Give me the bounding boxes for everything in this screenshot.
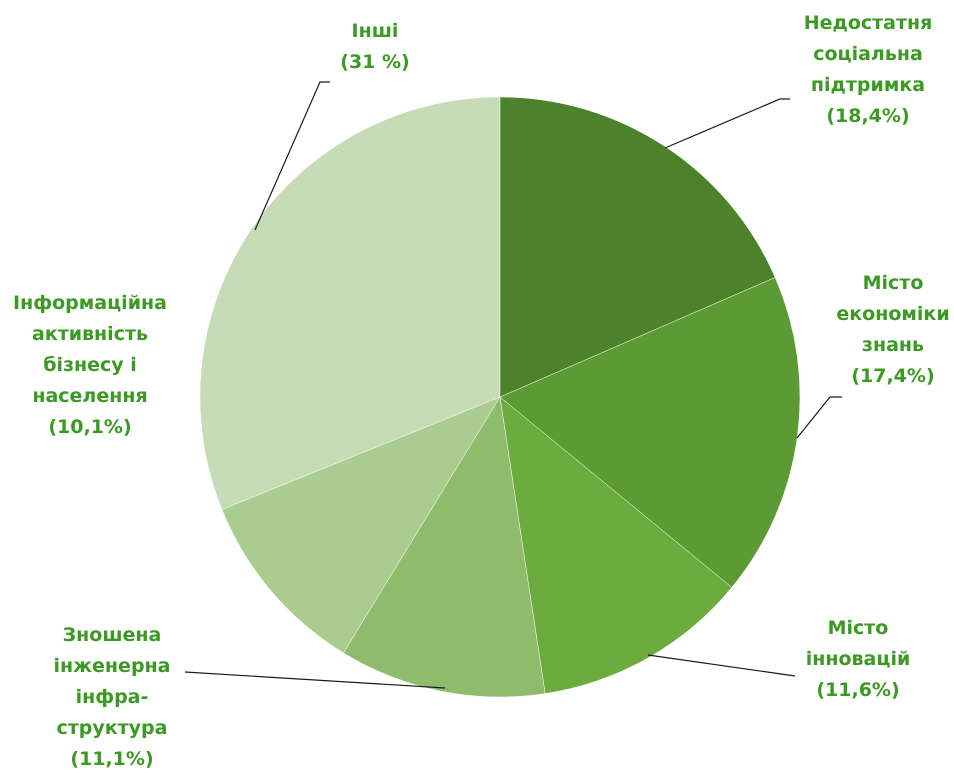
- value-label: (17,4%): [851, 365, 935, 387]
- category-label: Зношена інженерна інфра- структура: [53, 624, 171, 739]
- value-label: (11,6%): [816, 679, 900, 701]
- pie-slice: [199, 96, 501, 510]
- leader-lines: [184, 81, 842, 689]
- category-label: Місто інновацій: [805, 617, 911, 670]
- category-label: Недостатня соціальна підтримка: [803, 12, 933, 96]
- category-label: Інформаційна активність бізнесу і населе…: [13, 292, 167, 407]
- slice-label: Недостатня соціальна підтримка (18,4%): [804, 8, 933, 132]
- leader-line: [184, 671, 446, 689]
- leader-line: [796, 396, 842, 439]
- slice-label: Інформаційна активність бізнесу і населе…: [13, 288, 167, 443]
- value-label: (11,1%): [70, 748, 154, 770]
- pie-slice: [221, 396, 501, 654]
- slice-label: Місто економіки знань (17,4%): [836, 268, 949, 392]
- pie-slice: [499, 277, 801, 588]
- category-label: Місто економіки знань: [836, 272, 950, 356]
- slice-label: Місто інновацій (11,6%): [806, 613, 911, 706]
- leader-line: [254, 81, 330, 231]
- category-label: Інші: [351, 20, 399, 42]
- value-label: (10,1%): [48, 416, 132, 438]
- slice-label: Зношена інженерна інфра- структура (11,1%…: [54, 620, 171, 775]
- pie-slice: [343, 396, 546, 698]
- slice-label: Інші (31 %): [340, 16, 409, 78]
- value-label: (18,4%): [826, 105, 910, 127]
- value-label: (31 %): [340, 51, 410, 73]
- leader-line: [664, 98, 790, 149]
- pie-slice: [499, 96, 776, 398]
- leader-line: [647, 654, 796, 677]
- pie-slice: [499, 396, 733, 694]
